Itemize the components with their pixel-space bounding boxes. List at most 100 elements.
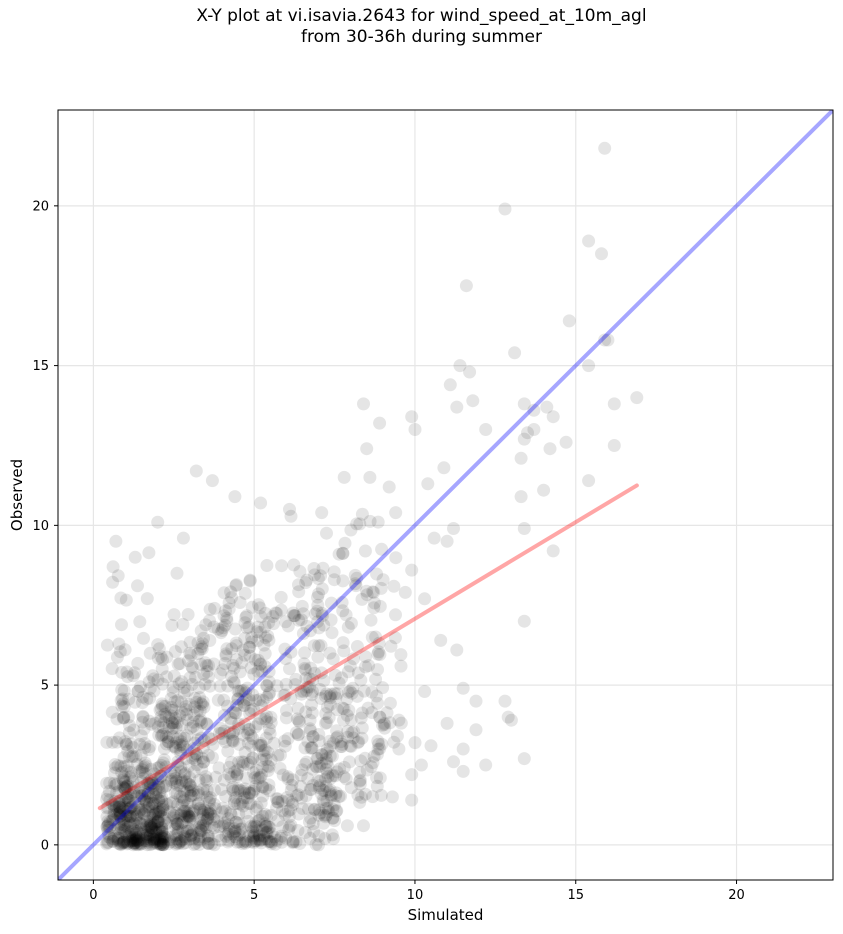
scatter-point	[231, 784, 245, 798]
scatter-point	[337, 470, 351, 484]
scatter-point	[216, 819, 230, 833]
scatter-point	[270, 679, 284, 693]
scatter-point	[192, 797, 205, 811]
scatter-point	[144, 762, 158, 776]
scatter-point	[275, 559, 289, 573]
scatter-point	[305, 741, 319, 755]
scatter-point	[140, 838, 154, 852]
scatter-point	[117, 835, 131, 849]
scatter-point	[156, 801, 170, 814]
scatter-point	[258, 817, 272, 831]
scatter-point	[156, 838, 170, 852]
scatter-point	[259, 752, 273, 766]
scatter-point	[152, 793, 165, 807]
scatter-point	[218, 657, 232, 670]
scatter-point	[121, 790, 135, 804]
scatter-point	[254, 699, 268, 713]
scatter-point	[246, 688, 260, 702]
scatter-point	[279, 831, 293, 845]
scatter-point	[360, 442, 374, 456]
scatter-point	[238, 786, 252, 800]
scatter-point	[155, 790, 169, 804]
scatter-point	[243, 640, 257, 654]
scatter-point	[201, 806, 215, 820]
scatter-point	[217, 817, 231, 831]
scatter-point	[139, 820, 153, 834]
scatter-point	[178, 830, 192, 844]
scatter-point	[285, 778, 299, 792]
scatter-point	[193, 801, 207, 815]
scatter-point	[215, 805, 229, 819]
scatter-point	[358, 787, 372, 801]
scatter-point	[123, 719, 137, 733]
scatter-point	[302, 802, 315, 816]
scatter-point	[164, 774, 178, 788]
scatter-point	[284, 818, 298, 832]
scatter-point	[245, 600, 259, 614]
scatter-point	[194, 830, 207, 844]
scatter-point	[383, 716, 397, 730]
scatter-point	[100, 810, 114, 824]
scatter-point	[186, 719, 200, 733]
scatter-point	[307, 639, 321, 653]
scatter-point	[143, 778, 157, 792]
scatter-point	[101, 823, 115, 837]
scatter-point	[114, 836, 128, 850]
scatter-point	[140, 830, 154, 844]
scatter-point	[130, 808, 144, 822]
scatter-point	[151, 811, 165, 824]
scatter-point	[196, 782, 210, 796]
scatter-point	[136, 825, 150, 839]
scatter-point	[141, 786, 155, 800]
scatter-point	[217, 773, 231, 787]
scatter-point	[136, 818, 150, 832]
scatter-point	[355, 790, 369, 804]
scatter-point	[325, 626, 339, 640]
scatter-point	[311, 572, 325, 586]
scatter-point	[414, 758, 428, 772]
scatter-point	[321, 759, 335, 773]
scatter-point	[216, 801, 230, 815]
scatter-point	[201, 748, 215, 762]
scatter-point	[295, 599, 309, 613]
scatter-point	[271, 813, 285, 827]
scatter-point	[105, 662, 119, 676]
scatter-point	[112, 837, 126, 850]
scatter-point	[198, 677, 212, 691]
scatter-point	[630, 391, 644, 405]
scatter-point	[120, 759, 134, 773]
scatter-point	[330, 804, 344, 818]
scatter-point	[110, 786, 124, 800]
scatter-point	[226, 706, 240, 719]
scatter-point	[203, 793, 217, 807]
scatter-point	[294, 613, 308, 627]
scatter-point	[260, 679, 274, 693]
scatter-point	[383, 696, 397, 710]
scatter-point	[227, 794, 241, 808]
scatter-point	[107, 807, 121, 821]
scatter-point	[245, 631, 259, 645]
scatter-point	[376, 681, 390, 695]
scatter-point	[162, 833, 176, 847]
scatter-point	[582, 474, 596, 488]
scatter-point	[200, 717, 214, 731]
scatter-point	[247, 831, 261, 845]
scatter-point	[324, 613, 338, 627]
scatter-point	[300, 573, 314, 587]
scatter-point	[176, 617, 190, 631]
scatter-point	[188, 753, 202, 767]
scatter-point	[255, 753, 269, 767]
scatter-point	[243, 573, 257, 587]
scatter-point	[136, 690, 150, 704]
scatter-point	[135, 806, 149, 820]
scatter-point	[195, 698, 209, 712]
scatter-point	[230, 831, 244, 845]
scatter-point	[121, 787, 135, 801]
scatter-point	[216, 621, 230, 635]
scatter-point	[112, 797, 126, 810]
identity-line	[58, 110, 833, 880]
scatter-point	[230, 767, 244, 781]
scatter-point	[295, 763, 309, 777]
scatter-point	[184, 721, 198, 735]
scatter-point	[157, 802, 171, 816]
